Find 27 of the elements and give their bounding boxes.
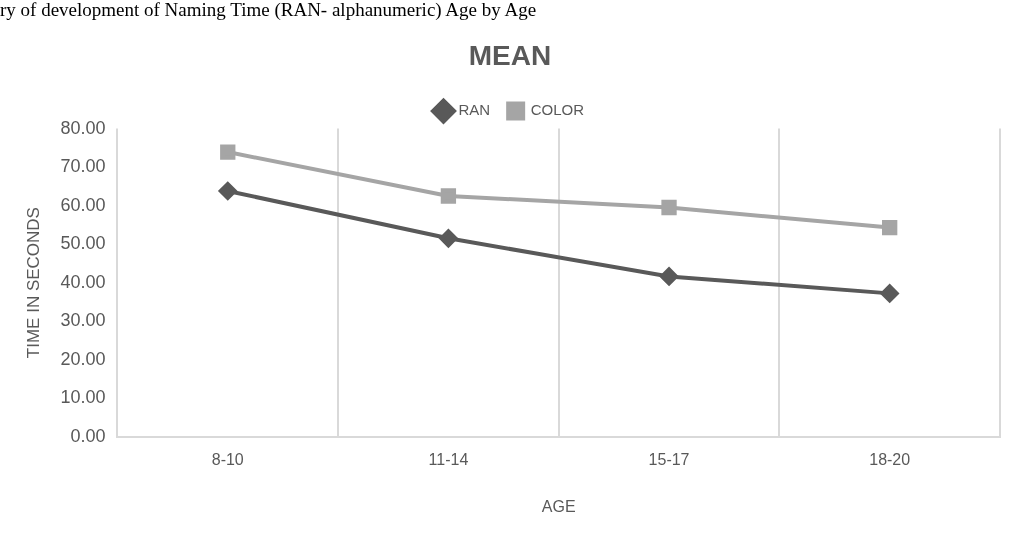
x-tick-label: 11-14 (428, 450, 469, 468)
chart-title: MEAN (468, 39, 552, 71)
y-tick-label: 70.00 (60, 156, 106, 177)
point (220, 144, 236, 160)
y-tick-label: 20.00 (60, 348, 106, 369)
point (218, 181, 237, 200)
y-tick-label: 10.00 (60, 387, 106, 408)
point (660, 267, 679, 286)
point (440, 188, 457, 204)
x-tick-label: 15-17 (648, 450, 690, 468)
y-tick-label: 40.00 (60, 271, 106, 292)
text: ry of development of Naming Time (RAN- alphanumeric) Age by Age (0, 0, 538, 20)
point (880, 284, 899, 303)
legend-label: RAN (458, 101, 491, 119)
y-tick-label: 50.00 (60, 233, 106, 254)
y-tick-label: 60.00 (60, 194, 106, 215)
y-tick-label: 0.00 (70, 425, 106, 446)
x-axis-title: AGE (541, 497, 576, 515)
y-tick-label: 80.00 (60, 117, 106, 138)
x-tick-label: 8-10 (211, 450, 244, 468)
point (439, 229, 458, 248)
x-tick-label: 18-20 (869, 450, 911, 468)
point (882, 219, 898, 236)
point (661, 199, 677, 216)
legend-label: COLOR (530, 101, 585, 119)
y-tick-label: 30.00 (60, 310, 106, 331)
y-axis-title: TIME IN SECONDS (23, 207, 43, 359)
